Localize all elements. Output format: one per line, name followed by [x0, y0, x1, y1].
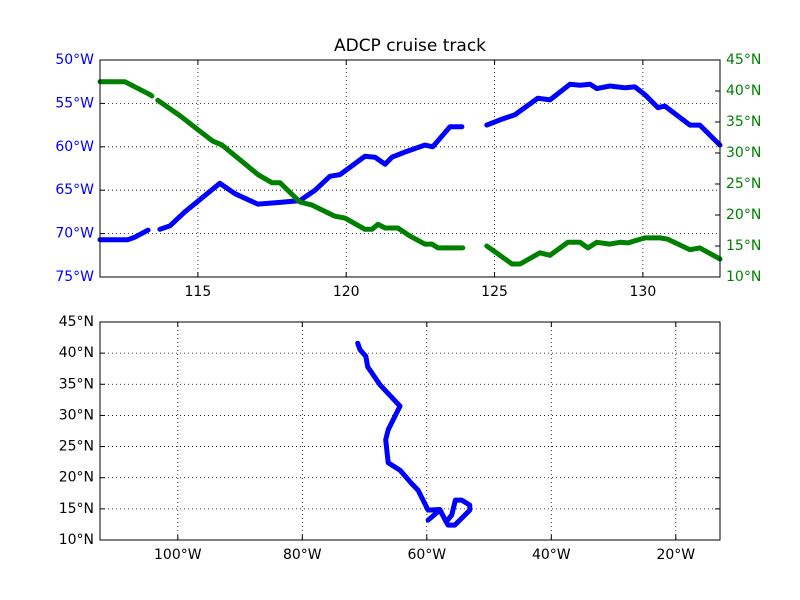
- y2-tick-label: 20°N: [726, 207, 761, 223]
- y2-tick-label: 30°N: [726, 145, 761, 161]
- y-tick-label: 55°W: [55, 95, 94, 111]
- x-tick-label: 125: [481, 284, 508, 300]
- y2-tick-label: 40°N: [726, 83, 761, 99]
- y2-tick-label: 35°N: [726, 114, 761, 130]
- x-tick-label: 60°W: [407, 547, 446, 563]
- plot-frame: [99, 59, 721, 278]
- y-tick-label: 50°W: [55, 52, 94, 68]
- y-tick-label: 70°W: [55, 226, 94, 242]
- track-line: [97, 81, 723, 243]
- x-tick-label: 120: [333, 284, 360, 300]
- y2-tick-label: 10°N: [726, 269, 761, 285]
- x-tick-label: 40°W: [532, 547, 571, 563]
- x-tick-label: 20°W: [656, 547, 695, 563]
- x-tick-label: 80°W: [283, 547, 322, 563]
- y-tick-label: 35°N: [59, 376, 94, 392]
- y-tick-label: 60°W: [55, 139, 94, 155]
- track-line: [97, 79, 723, 267]
- y2-tick-label: 25°N: [726, 176, 761, 192]
- y-tick-label: 25°N: [59, 439, 94, 455]
- track-line: [355, 340, 473, 528]
- y2-tick-label: 15°N: [726, 238, 761, 254]
- x-tick-label: 115: [185, 284, 212, 300]
- y-tick-label: 30°N: [59, 407, 94, 423]
- x-tick-label: 100°W: [154, 547, 202, 563]
- y-tick-label: 40°N: [59, 345, 94, 361]
- y-tick-label: 75°W: [55, 269, 94, 285]
- y-tick-label: 10°N: [59, 532, 94, 548]
- y-tick-label: 15°N: [59, 501, 94, 517]
- x-tick-label: 130: [630, 284, 657, 300]
- chart-title: ADCP cruise track: [334, 36, 486, 56]
- y-tick-label: 20°N: [59, 470, 94, 486]
- plot-frame: [99, 321, 721, 541]
- y2-tick-label: 45°N: [726, 52, 761, 68]
- y-tick-label: 65°W: [55, 182, 94, 198]
- y-tick-label: 45°N: [59, 314, 94, 330]
